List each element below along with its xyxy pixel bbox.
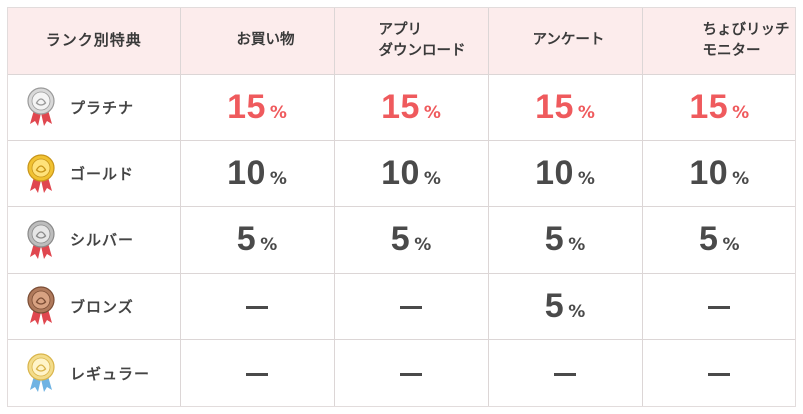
header-monitor: ちょびリッチ モニター [641,8,795,75]
percent-sign: % [732,169,750,190]
header-app-download: アプリ ダウンロード [333,8,489,75]
not-applicable-dash [554,372,576,376]
rank-name: ブロンズ [70,297,134,316]
percent-sign: % [722,235,740,256]
value-cell-survey: 5% [487,206,643,274]
not-applicable-dash [708,305,731,309]
benefit-percent-value: 10 [227,154,266,193]
table-header-row: ランク別特典 お買い物 アプリ ダウンロード アンケート ちょびリッチ モニター [8,8,795,75]
benefit-percent-value: 15 [535,87,574,126]
not-applicable-dash [400,305,422,309]
rank-benefits-table: ランク別特典 お買い物 アプリ ダウンロード アンケート ちょびリッチ モニター… [8,8,795,406]
percent-sign: % [568,301,586,322]
value-cell-monitor [641,339,795,406]
value-cell-shopping: 10% [179,139,335,208]
header-survey-label: アンケート [532,32,605,49]
value-cell-survey: 5% [487,272,643,341]
value-cell-monitor: 15% [641,73,795,141]
value-cell-app-download: 5% [333,206,489,274]
rank-label-group: レギュラー [8,352,180,394]
value-cell-app-download: 10% [333,139,489,208]
value-cell-monitor: 5% [641,206,795,274]
percent-sign: % [577,169,595,190]
rank-cell: ゴールド [8,139,181,208]
header-app-line2: ダウンロード [378,42,466,59]
rank-cell: シルバー [8,206,181,274]
header-app-line1: アプリ [378,21,423,38]
not-applicable-dash [708,372,731,376]
table-row: プラチナ 15% 15% 15% 15% [8,73,795,141]
rank-label-group: シルバー [8,219,180,261]
percent-sign: % [269,169,287,190]
percent-sign: % [423,102,441,123]
rank-benefits-table-container: ランク別特典 お買い物 アプリ ダウンロード アンケート ちょびリッチ モニター… [7,7,796,407]
benefit-percent-value: 10 [381,154,420,193]
value-cell-app-download [333,272,489,341]
header-shopping-label: お買い物 [236,32,295,49]
gold-medal-icon [27,153,55,193]
header-monitor-line2: モニター [702,42,761,59]
percent-sign: % [577,102,595,123]
benefit-percent-value: 5 [544,220,565,259]
not-applicable-dash [246,372,268,376]
silver-medal-icon [27,220,55,259]
regular-medal-icon [27,353,55,393]
value-cell-shopping: 5% [179,206,335,274]
value-cell-shopping [179,272,335,341]
rank-cell: ブロンズ [8,272,181,341]
rank-label-group: ブロンズ [8,285,180,327]
percent-sign: % [269,102,287,123]
value-cell-app-download: 15% [333,73,489,141]
value-cell-monitor [641,272,795,341]
platinum-medal-icon [27,87,55,127]
not-applicable-dash [246,305,268,309]
value-cell-survey: 10% [487,139,643,208]
benefit-percent-value: 15 [381,87,420,126]
percent-sign: % [568,235,586,256]
table-row: シルバー 5% 5% 5% 5% [8,206,795,274]
header-monitor-line1: ちょびリッチ [702,21,790,38]
rank-name: レギュラー [70,364,151,383]
benefit-percent-value: 5 [236,220,257,259]
table-row: ブロンズ 5% [8,272,795,341]
rank-name: プラチナ [70,98,135,117]
rank-label-group: プラチナ [8,86,180,128]
rank-name: シルバー [70,231,135,250]
value-cell-survey: 15% [487,73,643,141]
benefit-percent-value: 10 [535,154,574,193]
header-shopping: お買い物 [179,8,335,75]
benefit-percent-value: 5 [699,220,719,259]
benefit-percent-value: 10 [689,154,729,193]
table-row: レギュラー [8,339,795,406]
percent-sign: % [260,235,278,256]
rank-cell: レギュラー [8,339,181,406]
benefit-percent-value: 5 [390,220,411,259]
rank-cell: プラチナ [8,73,181,141]
bronze-medal-icon [27,286,55,326]
value-cell-shopping: 15% [179,73,335,141]
percent-sign: % [414,235,432,256]
rank-label-group: ゴールド [8,153,180,195]
rank-name: ゴールド [70,165,135,184]
benefit-percent-value: 15 [227,87,266,126]
percent-sign: % [732,102,750,123]
benefit-percent-value: 5 [544,286,565,325]
header-rank: ランク別特典 [8,8,181,75]
header-survey: アンケート [487,8,643,75]
value-cell-app-download [333,339,489,406]
percent-sign: % [423,169,441,190]
table-row: ゴールド 10% 10% 10% 10% [8,139,795,208]
value-cell-survey [487,339,643,406]
benefit-percent-value: 15 [689,87,729,126]
value-cell-monitor: 10% [641,139,795,208]
value-cell-shopping [179,339,335,406]
not-applicable-dash [400,372,422,376]
